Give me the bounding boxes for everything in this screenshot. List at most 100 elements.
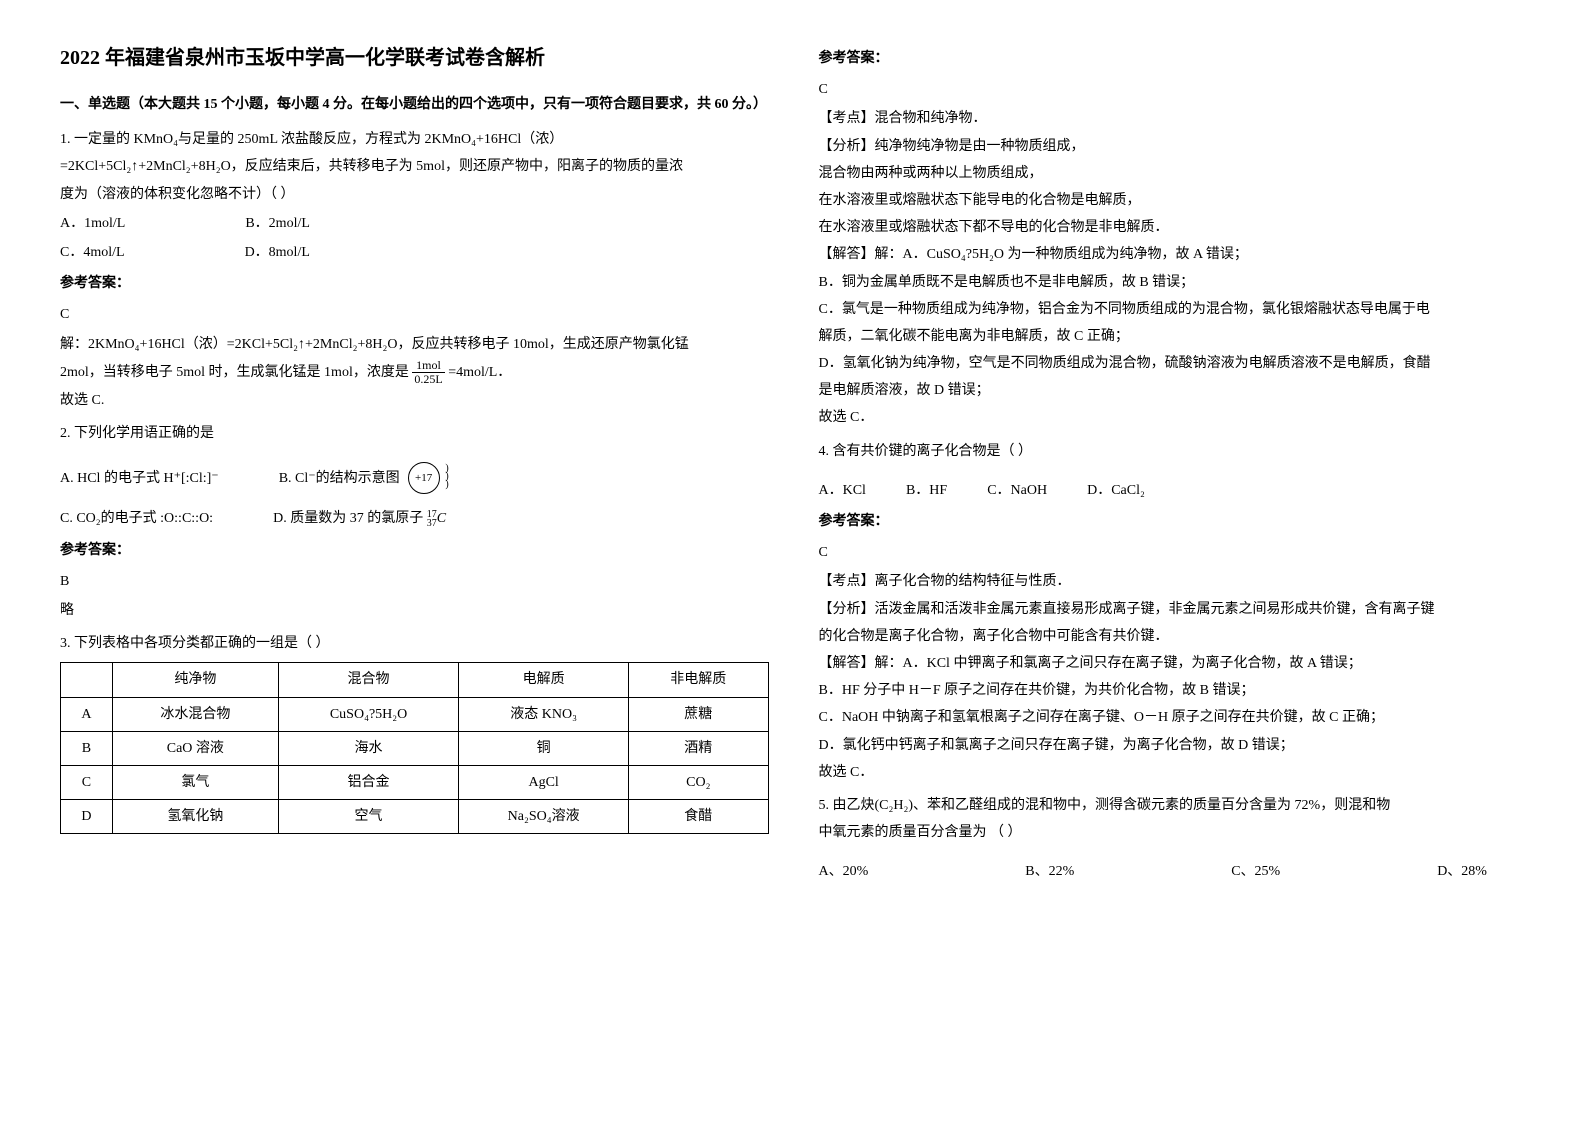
table-cell: 氢氧化钠 (112, 800, 278, 834)
q3-c1: C．氯气是一种物质组成为纯净物，铝合金为不同物质组成的为混合物，氯化银熔融状态导… (819, 297, 1528, 322)
q4-fx2: 的化合物是离子化合物，离子化合物中可能含有共价键． (819, 624, 1528, 649)
q4-optC: C．NaOH (987, 478, 1047, 503)
q1-line3: 度为（溶液的体积变化忽略不计）（ ） (60, 182, 769, 207)
q2-omit: 略 (60, 598, 769, 623)
question-2: 2. 下列化学用语正确的是 A. HCl 的电子式 H⁺[:Cl:]⁻ B. C… (60, 421, 769, 623)
q3-c2: 解质，二氧化碳不能电离为非电解质，故 C 正确； (819, 324, 1528, 349)
table-cell: A (61, 697, 113, 731)
table-cell: Na₂SO₄溶液 (459, 800, 629, 834)
section1-header: 一、单选题（本大题共 15 个小题，每小题 4 分。在每小题给出的四个选项中，只… (60, 92, 769, 117)
q3-d2: 是电解质溶液，故 D 错误； (819, 378, 1528, 403)
q4-fx1: 【分析】活泼金属和活泼非金属元素直接易形成离子键，非金属元素之间易形成共价键，含… (819, 597, 1528, 622)
q1-optC: C．4mol/L (60, 240, 125, 265)
atom-label: +17 (415, 472, 432, 484)
q4-optB: B．HF (906, 478, 947, 503)
q1-answer: C (60, 302, 769, 327)
q5-text2: 中氧元素的质量百分含量为 （ ） (819, 820, 1528, 845)
q1-expl1: 解：2KMnO₄+16HCl（浓）=2KCl+5Cl₂↑+2MnCl₂+8H₂O… (60, 332, 769, 357)
q1-optB: B．2mol/L (245, 211, 310, 236)
q1-line1: 1. 一定量的 KMnO₄与足量的 250mL 浓盐酸反应，方程式为 2KMnO… (60, 127, 769, 152)
atom-structure-icon: +17 ))) (408, 462, 440, 494)
table-cell: 冰水混合物 (112, 697, 278, 731)
q4-answer-label: 参考答案： (819, 509, 1528, 534)
q4-options: A．KCl B．HF C．NaOH D．CaCl₂ (819, 478, 1528, 503)
question-4: 4. 含有共价键的离子化合物是（ ） A．KCl B．HF C．NaOH D．C… (819, 439, 1528, 785)
q2-optD-el: C (437, 511, 446, 526)
right-column: 参考答案： C 【考点】混合物和纯净物． 【分析】纯净物纯净物是由一种物质组成，… (819, 40, 1528, 892)
q2-optB-wrap: B. Cl⁻的结构示意图 +17 ))) (279, 462, 440, 494)
q3-kp: 【考点】混合物和纯净物． (819, 106, 1528, 131)
q2-optA-pre: A. HCl 的电子式 (60, 471, 163, 486)
table-cell: CO₂ (629, 765, 768, 799)
q4-d: D．氯化钙中钙离子和氯离子之间只存在离子键，为离子化合物，故 D 错误； (819, 733, 1528, 758)
q3-text: 3. 下列表格中各项分类都正确的一组是（ ） (60, 631, 769, 656)
table-cell: 蔗糖 (629, 697, 768, 731)
q5-optD: D、28% (1437, 859, 1487, 884)
q1-expl2-pre: 2mol，当转移电子 5mol 时，生成氯化锰是 1mol，浓度是 (60, 365, 409, 380)
table-cell: 酒精 (629, 731, 768, 765)
table-row: B CaO 溶液 海水 铜 酒精 (61, 731, 769, 765)
q4-end: 故选 C． (819, 760, 1528, 785)
q2-row1: A. HCl 的电子式 H⁺[:Cl:]⁻ B. Cl⁻的结构示意图 +17 )… (60, 462, 769, 494)
q2-row2: C. CO₂的电子式 :O::C::O: D. 质量数为 37 的氯原子 17 … (60, 506, 769, 531)
table-cell: 氯气 (112, 765, 278, 799)
q3-d1: D．氢氧化钠为纯净物，空气是不同物质组成为混合物，硫酸钠溶液为电解质溶液不是电解… (819, 351, 1528, 376)
table-cell: 海水 (278, 731, 458, 765)
q2-optB: B. Cl⁻的结构示意图 (279, 466, 400, 491)
table-cell: 铜 (459, 731, 629, 765)
table-cell: 液态 KNO₃ (459, 697, 629, 731)
q3-b: B．铜为金属单质既不是电解质也不是非电解质，故 B 错误； (819, 270, 1528, 295)
q5-optC: C、25% (1231, 859, 1280, 884)
q1-optA: A．1mol/L (60, 211, 125, 236)
q2-optD: D. 质量数为 37 的氯原子 17 37 C (273, 506, 446, 531)
page-title: 2022 年福建省泉州市玉坂中学高一化学联考试卷含解析 (60, 40, 769, 76)
table-cell: B (61, 731, 113, 765)
q4-answer: C (819, 540, 1528, 565)
q3-l3: 在水溶液里或熔融状态下都不导电的化合物是非电解质． (819, 215, 1528, 240)
q1-line2: =2KCl+5Cl₂↑+2MnCl₂+8H₂O，反应结束后，共转移电子为 5mo… (60, 154, 769, 179)
table-row: A 冰水混合物 CuSO₄?5H₂O 液态 KNO₃ 蔗糖 (61, 697, 769, 731)
q4-c: C．NaOH 中钠离子和氢氧根离子之间存在离子键、O－H 原子之间存在共价键，故… (819, 705, 1528, 730)
q1-expl2-post: =4mol/L． (448, 365, 511, 380)
q3-l1: 混合物由两种或两种以上物质组成， (819, 161, 1528, 186)
q3-answer-label: 参考答案： (819, 46, 1528, 71)
q2-optA-formula: H⁺[:Cl:]⁻ (163, 471, 218, 486)
table-row: C 氯气 铝合金 AgCl CO₂ (61, 765, 769, 799)
table-cell: CuSO₄?5H₂O (278, 697, 458, 731)
table-header-row: 纯净物 混合物 电解质 非电解质 (61, 663, 769, 697)
left-column: 2022 年福建省泉州市玉坂中学高一化学联考试卷含解析 一、单选题（本大题共 1… (60, 40, 769, 892)
q5-text1: 5. 由乙炔(C₂H₂)、苯和乙醛组成的混和物中，测得含碳元素的质量百分含量为 … (819, 793, 1528, 818)
question-1: 1. 一定量的 KMnO₄与足量的 250mL 浓盐酸反应，方程式为 2KMnO… (60, 127, 769, 413)
q3-end: 故选 C． (819, 405, 1528, 430)
table-row: D 氢氧化钠 空气 Na₂SO₄溶液 食醋 (61, 800, 769, 834)
table-cell: AgCl (459, 765, 629, 799)
q4-optD: D．CaCl₂ (1087, 478, 1145, 503)
q1-answer-label: 参考答案： (60, 271, 769, 296)
question-5: 5. 由乙炔(C₂H₂)、苯和乙醛组成的混和物中，测得含碳元素的质量百分含量为 … (819, 793, 1528, 885)
table-header: 非电解质 (629, 663, 768, 697)
q3-answer: C (819, 77, 1528, 102)
q2-optD-sub: 37 (427, 518, 437, 529)
q2-optD-pre: D. 质量数为 37 的氯原子 (273, 511, 423, 526)
table-cell: 铝合金 (278, 765, 458, 799)
frac-den: 0.25L (412, 373, 444, 386)
q1-options-row2: C．4mol/L D．8mol/L (60, 240, 769, 265)
table-cell: C (61, 765, 113, 799)
q4-jd: 【解答】解：A．KCl 中钾离子和氯离子之间只存在离子键，为离子化合物，故 A … (819, 651, 1528, 676)
q2-optC-formula: :O::C::O: (160, 511, 213, 526)
q1-expl3: 故选 C. (60, 388, 769, 413)
q4-optA: A．KCl (819, 478, 866, 503)
question-3: 3. 下列表格中各项分类都正确的一组是（ ） 纯净物 混合物 电解质 非电解质 … (60, 631, 769, 834)
q3-table: 纯净物 混合物 电解质 非电解质 A 冰水混合物 CuSO₄?5H₂O 液态 K… (60, 662, 769, 834)
table-cell: 空气 (278, 800, 458, 834)
q2-optC-pre: C. CO₂的电子式 (60, 511, 160, 526)
table-header (61, 663, 113, 697)
table-cell: D (61, 800, 113, 834)
q3-jd: 【解答】解：A．CuSO₄?5H₂O 为一种物质组成为纯净物，故 A 错误； (819, 242, 1528, 267)
q5-optB: B、22% (1025, 859, 1074, 884)
table-cell: 食醋 (629, 800, 768, 834)
q2-answer-label: 参考答案： (60, 538, 769, 563)
q1-optD: D．8mol/L (245, 240, 310, 265)
q5-options: A、20% B、22% C、25% D、28% (819, 859, 1528, 884)
table-cell: CaO 溶液 (112, 731, 278, 765)
